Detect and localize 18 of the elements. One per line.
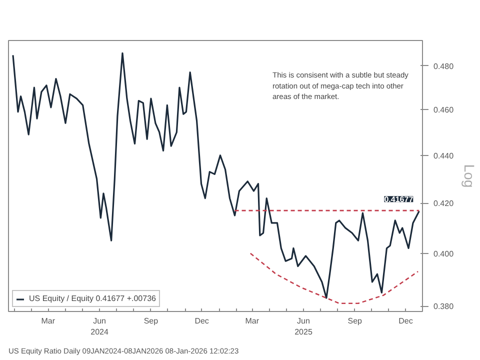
x-tick-label: Jun 2024 [90,316,110,336]
y-tick-label: 0.440 [434,151,454,160]
y-tick-label: 0.460 [434,106,454,115]
y-tick-label: 0.400 [434,249,454,258]
x-tick-label: Dec [194,316,209,326]
y-tick-label: 0.480 [434,62,454,71]
x-tick-label: Mar [41,316,56,326]
x-tick-label: Mar [245,316,260,326]
y-axis-title: Log [462,164,478,188]
legend-label: US Equity / Equity 0.41677 +.00736 [29,294,156,303]
y-tick-label: 0.380 [434,302,454,312]
x-tick-label: Dec [398,316,413,326]
y-tick-label: 0.420 [434,199,454,208]
x-tick-label: Sep [348,316,363,326]
x-tick-label: Jun 2025 [294,316,313,336]
annotation: 0.41677 [384,195,414,204]
line-series [250,252,419,304]
x-tick-label: Sep [144,316,159,326]
